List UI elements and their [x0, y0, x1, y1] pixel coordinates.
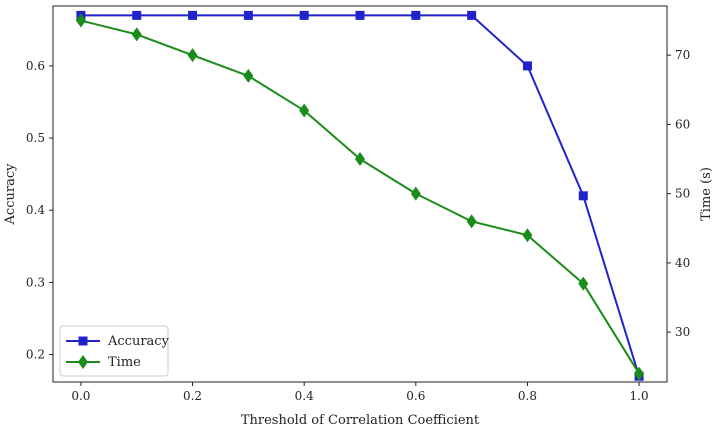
series-line-accuracy — [80, 14, 641, 377]
data-point-time — [522, 228, 533, 243]
data-point-time — [75, 13, 86, 28]
data-point-time — [466, 214, 477, 229]
y-axis-right: 30 40 50 60 70 — [667, 48, 690, 339]
y-left-tick-label: 0.2 — [26, 348, 45, 362]
x-tick-label: 0.8 — [518, 389, 537, 403]
data-point-accuracy — [467, 10, 477, 20]
x-tick-label: 1.0 — [630, 389, 649, 403]
series-line-time — [80, 19, 640, 375]
legend-label-time: Time — [108, 355, 141, 370]
series-layer — [75, 10, 645, 381]
y-right-tick-label: 70 — [675, 48, 690, 62]
data-point-time — [299, 103, 310, 118]
y-axis-right-title: Time (s) — [699, 167, 714, 221]
y-left-tick-label: 0.3 — [26, 275, 45, 289]
x-tick-label: 0.0 — [71, 389, 90, 403]
legend: Accuracy Time — [59, 325, 170, 377]
series-time — [75, 13, 645, 381]
legend-marker-time — [78, 355, 88, 369]
y-axis-left-title: Accuracy — [3, 163, 18, 226]
x-tick-label: 0.6 — [406, 389, 425, 403]
y-right-tick-label: 50 — [675, 187, 690, 201]
y-left-tick-label: 0.6 — [26, 59, 45, 73]
x-tick-label: 0.2 — [183, 389, 202, 403]
y-right-tick-label: 40 — [675, 256, 690, 270]
data-point-accuracy — [132, 10, 142, 20]
data-point-time — [410, 186, 421, 201]
data-point-accuracy — [243, 10, 253, 20]
data-point-accuracy — [188, 10, 198, 20]
x-axis-title: Threshold of Correlation Coefficient — [241, 413, 480, 428]
data-point-accuracy — [355, 10, 365, 20]
legend-marker-accuracy — [78, 336, 88, 346]
y-axis-left: 0.2 0.3 0.4 0.5 0.6 — [26, 59, 53, 362]
data-point-time — [355, 152, 365, 167]
series-accuracy — [76, 10, 644, 381]
legend-label-accuracy: Accuracy — [107, 334, 170, 349]
x-tick-label: 0.4 — [295, 389, 314, 403]
data-point-accuracy — [578, 191, 588, 201]
data-point-accuracy — [522, 61, 532, 71]
x-axis: 0.0 0.2 0.4 0.6 0.8 1.0 — [71, 382, 649, 403]
data-point-accuracy — [299, 10, 309, 20]
data-point-time — [243, 68, 254, 83]
data-point-time — [187, 48, 198, 63]
y-left-tick-label: 0.4 — [26, 203, 45, 217]
data-point-time — [634, 366, 645, 381]
y-left-tick-label: 0.5 — [26, 131, 45, 145]
y-right-tick-label: 30 — [675, 325, 690, 339]
data-point-accuracy — [411, 10, 421, 20]
data-point-time — [131, 27, 142, 42]
data-point-time — [578, 276, 589, 291]
y-right-tick-label: 60 — [675, 117, 690, 131]
